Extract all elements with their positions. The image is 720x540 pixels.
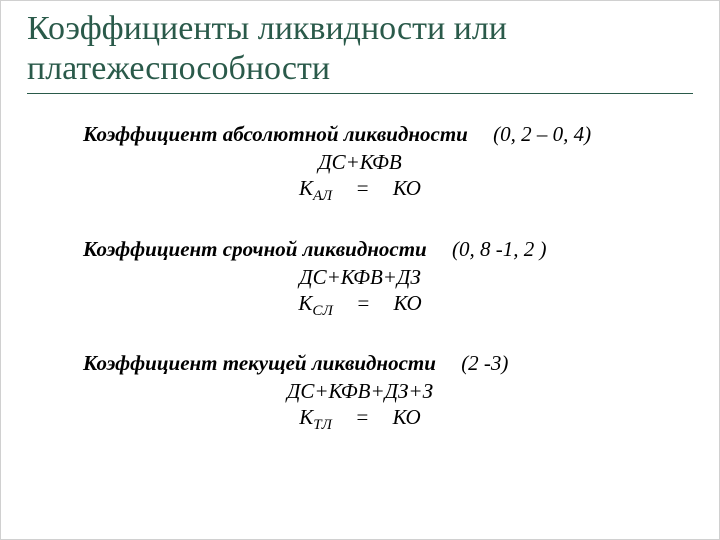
formula-denominator: КО bbox=[393, 176, 421, 200]
section-range: (2 -3) bbox=[461, 351, 508, 375]
coef-symbol: К bbox=[299, 405, 313, 429]
coef-subscript: СЛ bbox=[312, 303, 333, 319]
section-heading-line: Коэффициент абсолютной ликвидности (0, 2… bbox=[83, 122, 693, 147]
formula: ДС+КФВ+ДЗ+З КТЛ = КО bbox=[27, 378, 693, 435]
formula-numerator: ДС+КФВ+ДЗ bbox=[27, 264, 693, 290]
section-absolute-liquidity: Коэффициент абсолютной ликвидности (0, 2… bbox=[27, 122, 693, 206]
formula: ДС+КФВ+ДЗ КСЛ = КО bbox=[27, 264, 693, 321]
coef-symbol: К bbox=[299, 176, 313, 200]
section-heading: Коэффициент абсолютной ликвидности bbox=[83, 122, 468, 146]
page-title: Коэффициенты ликвидности или платежеспос… bbox=[27, 9, 693, 89]
formula-denominator: КО bbox=[393, 405, 421, 429]
section-heading-line: Коэффициент срочной ликвидности (0, 8 -1… bbox=[83, 237, 693, 262]
section-range: (0, 8 -1, 2 ) bbox=[452, 237, 546, 261]
section-heading: Коэффициент текущей ликвидности bbox=[83, 351, 436, 375]
coef-subscript: АЛ bbox=[313, 189, 332, 205]
section-current-liquidity: Коэффициент текущей ликвидности (2 -3) Д… bbox=[27, 351, 693, 435]
equals-sign: = bbox=[355, 176, 369, 200]
section-heading-line: Коэффициент текущей ликвидности (2 -3) bbox=[83, 351, 693, 376]
formula-denominator: КО bbox=[393, 291, 421, 315]
section-range: (0, 2 – 0, 4) bbox=[493, 122, 591, 146]
coef-subscript: ТЛ bbox=[313, 417, 332, 433]
formula-numerator: ДС+КФВ+ДЗ+З bbox=[27, 378, 693, 404]
slide: Коэффициенты ликвидности или платежеспос… bbox=[1, 1, 719, 485]
coef-symbol: К bbox=[298, 291, 312, 315]
equals-sign: = bbox=[356, 291, 370, 315]
formula-equation-row: КСЛ = КО bbox=[298, 290, 421, 321]
formula-numerator: ДС+КФВ bbox=[27, 149, 693, 175]
section-heading: Коэффициент срочной ликвидности bbox=[83, 237, 427, 261]
section-quick-liquidity: Коэффициент срочной ликвидности (0, 8 -1… bbox=[27, 237, 693, 321]
formula-equation-row: КТЛ = КО bbox=[299, 404, 420, 435]
equals-sign: = bbox=[355, 405, 369, 429]
title-rule bbox=[27, 93, 693, 94]
formula-equation-row: КАЛ = КО bbox=[299, 175, 421, 206]
formula: ДС+КФВ КАЛ = КО bbox=[27, 149, 693, 206]
